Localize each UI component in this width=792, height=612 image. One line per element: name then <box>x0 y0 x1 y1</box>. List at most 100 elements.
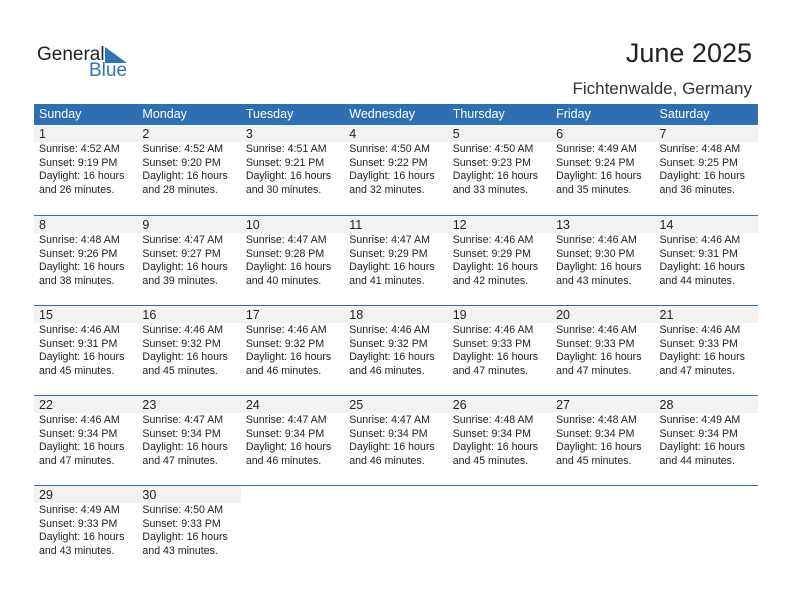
daylight-text: Daylight: 16 hours <box>349 441 435 453</box>
sunrise-text: Sunrise: 4:47 AM <box>245 234 327 246</box>
day-info: Sunrise: 4:50 AM Sunset: 9:23 PM Daylight:… <box>448 142 551 197</box>
day-cell: 3 Sunrise: 4:51 AM Sunset: 9:21 PM Daylight… <box>240 125 345 215</box>
daylight-text: Daylight: 16 hours <box>556 261 642 273</box>
sunrise-text: Sunrise: 4:46 AM <box>452 324 534 336</box>
day-info: Sunrise: 4:48 AM Sunset: 9:26 PM Daylight:… <box>34 233 137 288</box>
daylight-minutes-text: and 46 minutes. <box>349 454 425 467</box>
sunrise-text: Sunrise: 4:50 AM <box>452 143 534 155</box>
week-row: 8 Sunrise: 4:48 AM Sunset: 9:26 PM Daylight… <box>34 215 758 305</box>
daylight-minutes-text: and 32 minutes. <box>349 183 425 196</box>
date-number: 25 <box>344 396 448 413</box>
day-info: Sunrise: 4:47 AM Sunset: 9:34 PM Daylight:… <box>137 413 240 468</box>
daylight-text: Daylight: 16 hours <box>659 261 745 273</box>
day-cell: 20 Sunrise: 4:46 AM Sunset: 9:33 PM Dayligh… <box>551 306 655 395</box>
day-cell: 27 Sunrise: 4:48 AM Sunset: 9:34 PM Dayligh… <box>551 396 655 485</box>
daylight-text: Daylight: 16 hours <box>142 261 228 273</box>
sunset-text: Sunset: 9:27 PM <box>142 247 221 260</box>
day-info: Sunrise: 4:48 AM Sunset: 9:25 PM Daylight:… <box>655 142 758 197</box>
day-cell: 12 Sunrise: 4:46 AM Sunset: 9:29 PM Dayligh… <box>447 216 552 305</box>
sunrise-text: Sunrise: 4:48 AM <box>39 234 120 246</box>
weekday-thursday: Thursday <box>452 107 505 121</box>
daylight-minutes-text: and 47 minutes. <box>556 364 632 377</box>
sunset-text: Sunset: 9:32 PM <box>142 337 221 350</box>
empty-cell <box>241 486 344 575</box>
empty-cell <box>655 486 758 575</box>
daylight-minutes-text: and 47 minutes. <box>39 454 115 467</box>
sunrise-text: Sunrise: 4:48 AM <box>659 143 741 155</box>
sunrise-text: Sunrise: 4:50 AM <box>349 143 430 155</box>
day-info: Sunrise: 4:46 AM Sunset: 9:33 PM Daylight:… <box>551 323 654 378</box>
sunrise-text: Sunrise: 4:50 AM <box>142 504 224 516</box>
daylight-text: Daylight: 16 hours <box>142 441 228 453</box>
day-info: Sunrise: 4:46 AM Sunset: 9:30 PM Daylight:… <box>551 233 654 288</box>
sunrise-text: Sunrise: 4:52 AM <box>142 143 224 155</box>
day-info: Sunrise: 4:52 AM Sunset: 9:19 PM Daylight:… <box>34 142 137 197</box>
sunset-text: Sunset: 9:29 PM <box>452 247 532 260</box>
date-number: 23 <box>137 396 241 413</box>
daylight-minutes-text: and 47 minutes. <box>452 364 529 377</box>
sunrise-text: Sunrise: 4:49 AM <box>659 414 741 426</box>
date-number: 6 <box>551 125 655 142</box>
sunrise-text: Sunrise: 4:46 AM <box>556 324 637 336</box>
day-info: Sunrise: 4:49 AM Sunset: 9:34 PM Daylight:… <box>655 413 758 468</box>
date-number: 8 <box>34 216 138 233</box>
date-number: 4 <box>344 125 448 142</box>
sunrise-text: Sunrise: 4:46 AM <box>556 234 637 246</box>
daylight-text: Daylight: 16 hours <box>556 170 642 182</box>
date-number: 14 <box>654 216 758 233</box>
date-number: 16 <box>137 306 241 323</box>
daylight-minutes-text: and 46 minutes. <box>349 364 425 377</box>
day-cell: 11 Sunrise: 4:47 AM Sunset: 9:29 PM Dayligh… <box>344 216 448 305</box>
daylight-text: Daylight: 16 hours <box>349 170 435 182</box>
empty-cell <box>448 486 551 575</box>
logo-word-general: General <box>37 44 105 65</box>
daylight-text: Daylight: 16 hours <box>452 441 539 453</box>
weekday-monday: Monday <box>142 107 187 121</box>
daylight-minutes-text: and 30 minutes. <box>245 183 322 196</box>
sunrise-text: Sunrise: 4:46 AM <box>142 324 224 336</box>
daylight-minutes-text: and 45 minutes. <box>142 364 218 377</box>
sunset-text: Sunset: 9:32 PM <box>245 337 325 350</box>
general-blue-logo: General Blue <box>37 44 137 81</box>
day-info: Sunrise: 4:46 AM Sunset: 9:32 PM Daylight:… <box>137 323 240 378</box>
day-cell: 17 Sunrise: 4:46 AM Sunset: 9:32 PM Dayligh… <box>240 306 345 395</box>
day-info: Sunrise: 4:49 AM Sunset: 9:24 PM Daylight:… <box>551 142 654 197</box>
daylight-text: Daylight: 16 hours <box>39 531 125 543</box>
date-number: 12 <box>447 216 552 233</box>
daylight-text: Daylight: 16 hours <box>452 351 539 363</box>
sunset-text: Sunset: 9:20 PM <box>142 156 221 169</box>
sunset-text: Sunset: 9:33 PM <box>142 517 221 530</box>
weekday-friday: Friday <box>556 107 591 121</box>
daylight-minutes-text: and 47 minutes. <box>142 454 218 467</box>
day-cell: 1 Sunrise: 4:52 AM Sunset: 9:19 PM Daylight… <box>34 125 138 215</box>
daylight-text: Daylight: 16 hours <box>245 351 332 363</box>
daylight-minutes-text: and 43 minutes. <box>556 274 632 287</box>
daylight-minutes-text: and 28 minutes. <box>142 183 218 196</box>
sunrise-text: Sunrise: 4:49 AM <box>39 504 120 516</box>
daylight-minutes-text: and 33 minutes. <box>452 183 529 196</box>
date-number: 2 <box>137 125 241 142</box>
day-cell: 2 Sunrise: 4:52 AM Sunset: 9:20 PM Daylight… <box>137 125 241 215</box>
sunset-text: Sunset: 9:34 PM <box>245 427 325 440</box>
sunset-text: Sunset: 9:30 PM <box>556 247 635 260</box>
day-cell: 29 Sunrise: 4:49 AM Sunset: 9:33 PM Dayligh… <box>34 486 138 575</box>
sunset-text: Sunset: 9:23 PM <box>452 156 532 169</box>
sunset-text: Sunset: 9:34 PM <box>142 427 221 440</box>
day-info: Sunrise: 4:46 AM Sunset: 9:32 PM Daylight:… <box>241 323 344 378</box>
date-number: 18 <box>344 306 448 323</box>
date-number: 3 <box>240 125 345 142</box>
daylight-minutes-text: and 45 minutes. <box>452 454 529 467</box>
day-cell: 13 Sunrise: 4:46 AM Sunset: 9:30 PM Dayligh… <box>551 216 655 305</box>
day-cell: 4 Sunrise: 4:50 AM Sunset: 9:22 PM Daylight… <box>344 125 448 215</box>
sunrise-text: Sunrise: 4:46 AM <box>452 234 534 246</box>
day-cell: 25 Sunrise: 4:47 AM Sunset: 9:34 PM Dayligh… <box>344 396 448 485</box>
day-info: Sunrise: 4:46 AM Sunset: 9:33 PM Daylight:… <box>448 323 551 378</box>
daylight-minutes-text: and 43 minutes. <box>142 544 218 557</box>
date-number: 26 <box>447 396 552 413</box>
date-number: 24 <box>240 396 345 413</box>
sunset-text: Sunset: 9:31 PM <box>39 337 118 350</box>
daylight-minutes-text: and 47 minutes. <box>659 364 735 377</box>
daylight-minutes-text: and 26 minutes. <box>39 183 115 196</box>
daylight-text: Daylight: 16 hours <box>556 441 642 453</box>
daylight-text: Daylight: 16 hours <box>39 441 125 453</box>
